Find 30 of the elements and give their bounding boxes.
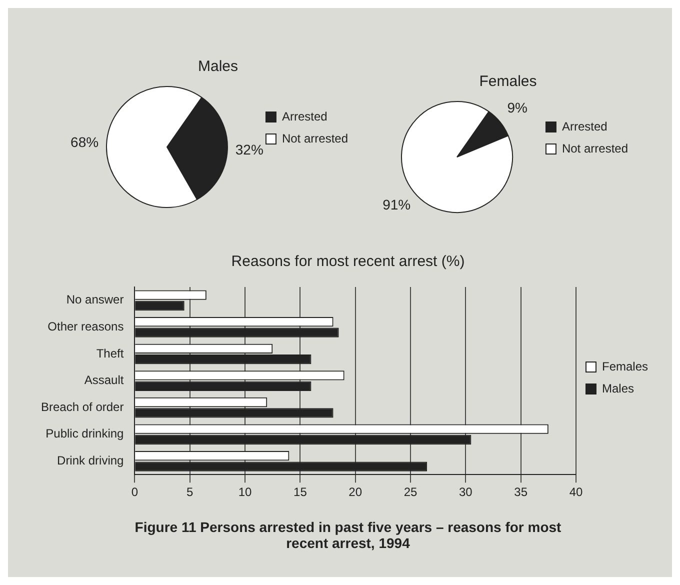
legend-label: Females — [602, 359, 648, 374]
legend-label: Arrested — [282, 109, 328, 124]
y-tick-label: Public drinking — [46, 426, 124, 441]
y-tick-label: Assault — [84, 373, 124, 388]
x-tick-label: 40 — [569, 485, 583, 500]
caption: Figure 11 Persons arrested in past five years – reasons for most recent arrest, 1994 — [134, 519, 562, 551]
y-tick-label: Drink driving — [57, 454, 124, 468]
x-tick-label: 35 — [514, 485, 528, 500]
x-tick-label: 20 — [348, 485, 362, 500]
data-label: 32% — [235, 142, 264, 158]
legend-label: Not arrested — [562, 141, 628, 156]
y-tick-label: Theft — [96, 346, 124, 360]
x-tick-label: 0 — [131, 485, 138, 500]
x-tick-label: 10 — [238, 485, 252, 500]
chart-title: Reasons for most recent arrest (%) — [231, 253, 465, 270]
y-tick-label: No answer — [66, 292, 124, 307]
data-label: 68% — [70, 134, 99, 150]
x-tick-label: 5 — [186, 485, 194, 500]
chart-title: Females — [479, 73, 537, 90]
legend-label: Not arrested — [282, 131, 348, 146]
data-label: 9% — [507, 99, 528, 116]
x-tick-label: 30 — [458, 485, 473, 500]
legend-label: Males — [602, 381, 634, 396]
y-tick-label: Breach of order — [40, 400, 124, 414]
y-tick-label: Other reasons — [48, 320, 124, 334]
chart-title: Males — [198, 58, 238, 76]
x-tick-label: 15 — [294, 485, 308, 500]
legend-label: Arrested — [562, 119, 608, 134]
x-tick-label: 25 — [404, 485, 418, 500]
data-label: 91% — [382, 196, 411, 212]
